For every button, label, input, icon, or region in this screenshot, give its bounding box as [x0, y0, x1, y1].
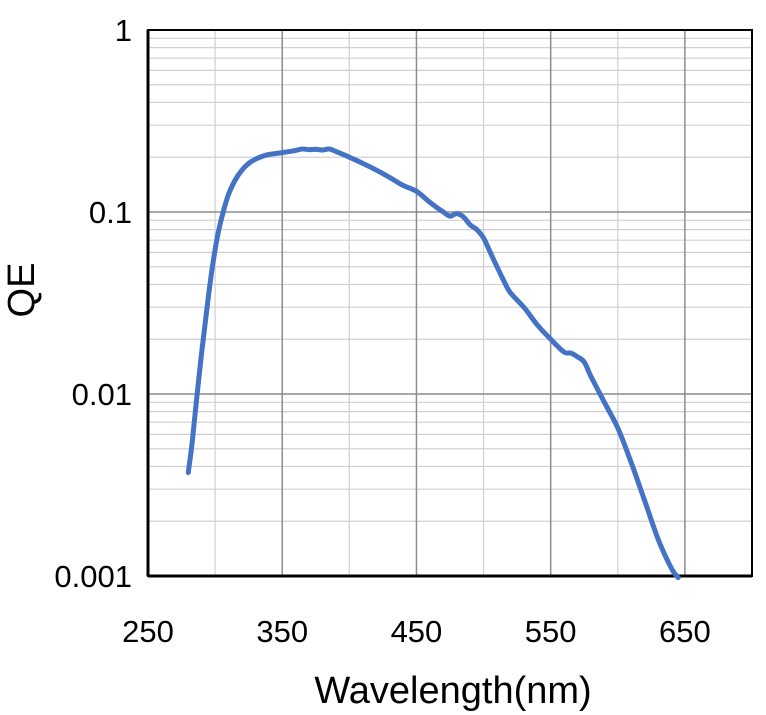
qe-series-line [185, 146, 681, 581]
y-tick-label: 0.1 [89, 195, 132, 230]
major-gridlines [148, 29, 752, 577]
plot-area-frame [147, 29, 753, 577]
x-tick-label: 650 [659, 614, 711, 649]
x-tick-label: 450 [391, 614, 443, 649]
y-axis-title: QE [1, 263, 43, 318]
minor-gridlines [148, 30, 752, 576]
x-tick-label: 350 [256, 614, 308, 649]
y-tick-label: 0.001 [54, 559, 132, 594]
x-axis-title: Wavelength(nm) [314, 670, 591, 712]
y-tick-labels: 0.001 0.01 0.1 1 [54, 13, 132, 594]
y-tick-label: 0.01 [72, 377, 132, 412]
x-tick-label: 250 [122, 614, 174, 649]
x-tick-label: 550 [525, 614, 577, 649]
x-tick-labels: 250 350 450 550 650 [122, 614, 711, 649]
series-layer [185, 146, 681, 581]
y-tick-label: 1 [115, 13, 132, 48]
